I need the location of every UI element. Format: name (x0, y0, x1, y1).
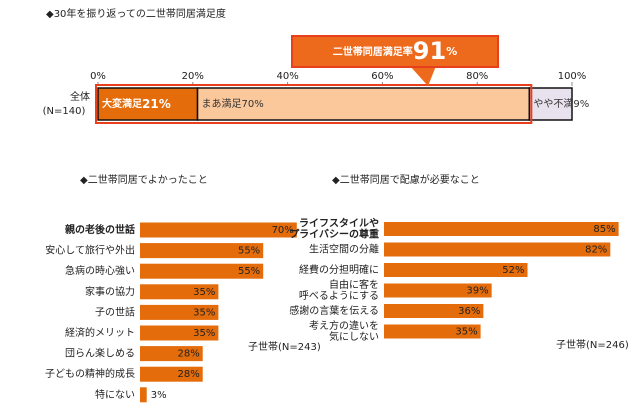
bar (384, 283, 492, 298)
bar (384, 304, 484, 318)
note: 子世帯(N=246) (556, 338, 629, 351)
bar (140, 304, 219, 320)
value-label: 82% (585, 245, 607, 256)
value-label: 9% (573, 99, 589, 110)
category-label: 考え方の違いを気にしない (309, 319, 379, 343)
chart-title: ◆30年を振り返っての二世帯同居満足度 (46, 7, 226, 20)
category-label: 安心して旅行や外出 (45, 244, 135, 257)
category-label: 経費の分担明確に (299, 263, 379, 276)
category-label: 子どもの精神的成長 (45, 367, 135, 380)
chart-title: ◆二世帯同居でよかったこと (80, 173, 208, 186)
x-tick-label: 40% (276, 71, 298, 82)
category-label: 生活空間の分離 (309, 243, 379, 256)
bar (384, 324, 481, 339)
category-note: (N=140) (43, 106, 86, 117)
value-label: 36% (458, 306, 480, 317)
value-label: 35% (193, 307, 215, 318)
value-label: 55% (238, 246, 260, 257)
series-name: やや不満 (533, 98, 573, 110)
callout-text: 二世帯同居満足率91% (333, 37, 457, 65)
category-label: 感謝の言葉を伝える (289, 304, 379, 317)
category-label: ライフスタイルやプライバシーの尊重 (289, 218, 379, 241)
value-label: 85% (593, 224, 615, 235)
x-tick-label: 80% (466, 71, 488, 82)
bar (140, 263, 264, 279)
value-label: 35% (193, 287, 215, 298)
category-label: 家事の協力 (85, 285, 135, 298)
category-label: 子の世話 (95, 305, 135, 318)
highlight-frame (95, 84, 533, 124)
bar (140, 387, 147, 403)
value-label: 35% (193, 328, 215, 339)
bar (140, 243, 264, 259)
value-label: 52% (502, 265, 524, 276)
value-label: 3% (151, 390, 167, 401)
segment-label: やや不満9% (533, 98, 589, 110)
category-label: 全体 (70, 90, 90, 103)
category-label: 団らん楽しめる (65, 347, 135, 360)
x-tick-label: 0% (90, 71, 106, 82)
x-tick-label: 60% (371, 71, 393, 82)
segment-label: 大変満足21% (102, 97, 171, 111)
value-label: 35% (455, 327, 477, 338)
value-label: 28% (177, 369, 199, 380)
bar-segment (528, 87, 573, 121)
category-label: 自由に客を呼べるようにする (299, 278, 379, 302)
value-label: 21% (142, 97, 171, 111)
value-label: 70% (242, 99, 264, 110)
bar (140, 346, 203, 362)
category-label: 経済的メリット (65, 326, 135, 339)
bar-segment (97, 87, 199, 121)
value-label: 70% (272, 225, 294, 236)
series-name: まあ満足 (202, 98, 242, 110)
bar (384, 222, 619, 236)
bar (140, 222, 297, 238)
x-tick-label: 20% (182, 71, 204, 82)
category-label: 急病の時心強い (65, 264, 135, 277)
callout-unit: % (446, 45, 457, 58)
note: 子世帯(N=243) (248, 340, 321, 353)
category-label: 特にない (95, 389, 135, 401)
chart-title: ◆二世帯同居で配慮が必要なこと (332, 173, 480, 186)
x-tick-label: 100% (558, 71, 587, 82)
bar (140, 325, 219, 341)
segment-label: まあ満足70% (202, 98, 264, 110)
bar (140, 284, 219, 300)
callout-label: 二世帯同居満足率 (333, 45, 413, 58)
callout-pointer (410, 66, 436, 86)
bar (384, 242, 611, 257)
bar (140, 366, 203, 382)
series-name: 大変満足 (102, 97, 143, 110)
value-label: 55% (238, 266, 260, 277)
value-label: 28% (177, 349, 199, 360)
category-label: 親の老後の世話 (65, 223, 135, 236)
value-label: 39% (466, 286, 488, 297)
callout-value: 91 (413, 37, 446, 65)
callout-box (291, 35, 499, 68)
bar (384, 263, 528, 277)
